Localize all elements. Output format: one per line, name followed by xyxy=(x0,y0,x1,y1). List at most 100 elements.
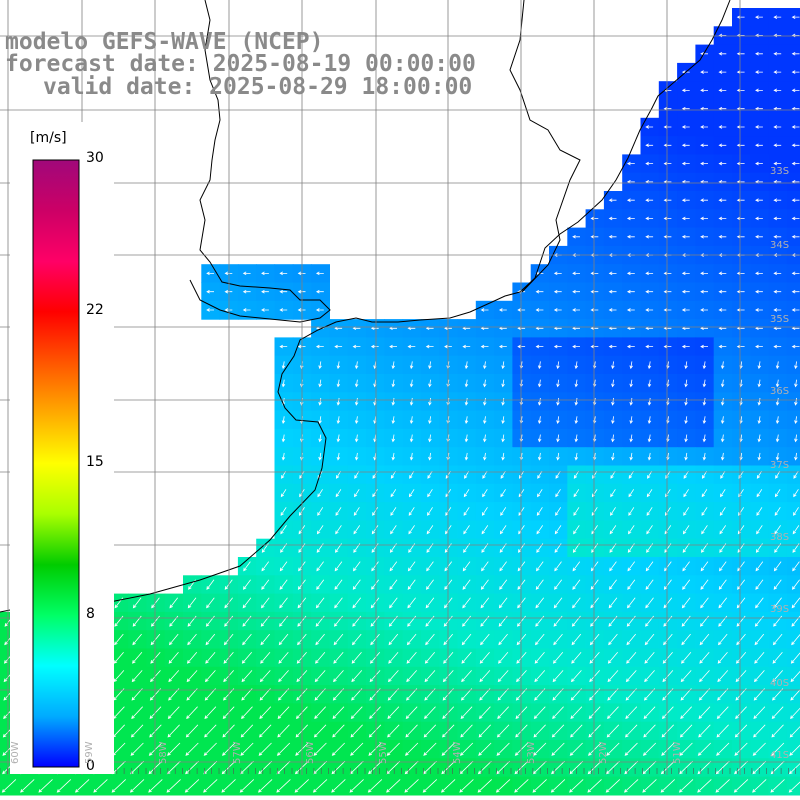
wind-cell xyxy=(420,776,440,796)
wind-cell xyxy=(695,630,715,650)
wind-cell xyxy=(311,465,330,485)
wind-arrow xyxy=(461,633,472,646)
wind-arrow xyxy=(608,216,617,221)
wind-cell xyxy=(128,611,147,631)
wind-cell xyxy=(622,740,642,759)
wind-arrow xyxy=(353,561,361,572)
wind-arrow xyxy=(241,670,253,683)
wind-arrow xyxy=(720,379,725,388)
wind-cell xyxy=(786,630,800,650)
wind-cell xyxy=(567,721,587,741)
wind-arrow xyxy=(556,379,560,388)
wind-arrow xyxy=(755,308,763,312)
wind-arrow xyxy=(148,742,162,756)
wind-arrow xyxy=(428,379,432,388)
wind-arrow xyxy=(367,779,383,793)
wind-cell xyxy=(786,611,800,631)
wind-cell xyxy=(658,648,678,668)
wind-cell xyxy=(640,721,660,741)
wind-cell xyxy=(640,593,660,613)
wind-cell xyxy=(420,557,440,576)
wind-arrow xyxy=(497,688,509,701)
wind-arrow xyxy=(574,452,579,461)
colorbar-tick: 30 xyxy=(86,150,104,166)
wind-cell xyxy=(512,593,532,613)
wind-arrow xyxy=(791,344,800,349)
wind-arrow xyxy=(537,452,542,461)
wind-arrow xyxy=(645,579,654,590)
wind-arrow xyxy=(428,434,432,443)
wind-arrow xyxy=(663,198,672,202)
wind-cell xyxy=(713,630,733,650)
wind-cell xyxy=(549,502,568,521)
wind-arrow xyxy=(757,379,762,388)
wind-arrow xyxy=(149,706,162,719)
wind-arrow xyxy=(773,161,782,166)
wind-arrow xyxy=(627,579,636,590)
wind-cell xyxy=(274,502,294,521)
wind-cell xyxy=(128,721,147,741)
wind-arrow xyxy=(590,308,599,312)
wind-cell xyxy=(347,721,367,741)
wind-cell xyxy=(786,447,800,467)
wind-cell xyxy=(475,721,495,741)
wind-cell xyxy=(475,630,495,650)
wind-arrow xyxy=(643,688,656,701)
wind-cell xyxy=(256,630,276,650)
wind-arrow xyxy=(736,33,745,38)
wind-arrow xyxy=(239,779,255,793)
wind-cell xyxy=(329,721,349,741)
wind-cell xyxy=(494,666,513,686)
wind-arrow xyxy=(681,597,691,609)
wind-arrow xyxy=(372,489,378,498)
wind-cell xyxy=(183,575,202,595)
wind-arrow xyxy=(625,724,638,738)
wind-cell xyxy=(274,483,294,503)
wind-arrow xyxy=(354,361,359,370)
wind-arrow xyxy=(242,633,252,646)
wind-arrow xyxy=(572,308,580,312)
wind-cell xyxy=(640,575,660,595)
wind-arrow xyxy=(715,760,730,775)
wind-arrow xyxy=(697,742,711,756)
wind-cell xyxy=(750,502,770,521)
wind-cell xyxy=(475,776,495,796)
wind-cell xyxy=(750,465,770,485)
wind-cell xyxy=(475,557,495,576)
wind-arrow xyxy=(755,234,763,239)
wind-arrow xyxy=(404,742,419,756)
wind-cell xyxy=(622,502,642,521)
wind-arrow xyxy=(663,289,672,294)
wind-cell xyxy=(713,483,733,503)
wind-arrow xyxy=(702,452,707,461)
wind-cell xyxy=(347,685,367,704)
wind-arrow xyxy=(756,489,763,498)
wind-arrow xyxy=(679,760,693,775)
wind-arrow xyxy=(718,88,727,93)
wind-arrow xyxy=(678,779,694,793)
wind-arrow xyxy=(681,88,690,93)
wind-cell xyxy=(256,648,276,668)
wind-cell xyxy=(146,611,166,631)
wind-cell xyxy=(585,740,605,759)
wind-cell xyxy=(237,557,257,576)
wind-cell xyxy=(201,611,221,631)
wind-arrow xyxy=(459,760,474,775)
wind-arrow xyxy=(501,452,505,461)
wind-cell xyxy=(366,593,385,613)
wind-cell xyxy=(732,740,751,759)
wind-arrow xyxy=(462,597,471,609)
lon-label: 54W xyxy=(452,741,463,764)
wind-arrow xyxy=(333,633,344,646)
wind-arrow xyxy=(574,434,579,443)
wind-cell xyxy=(274,575,294,595)
wind-arrow xyxy=(684,452,688,461)
wind-arrow xyxy=(280,525,287,535)
wind-cell xyxy=(457,520,477,540)
wind-arrow xyxy=(56,779,72,793)
wind-arrow xyxy=(318,397,322,406)
wind-arrow xyxy=(533,706,546,719)
wind-arrow xyxy=(261,271,269,276)
wind-cell xyxy=(549,740,568,759)
wind-arrow xyxy=(460,706,473,719)
